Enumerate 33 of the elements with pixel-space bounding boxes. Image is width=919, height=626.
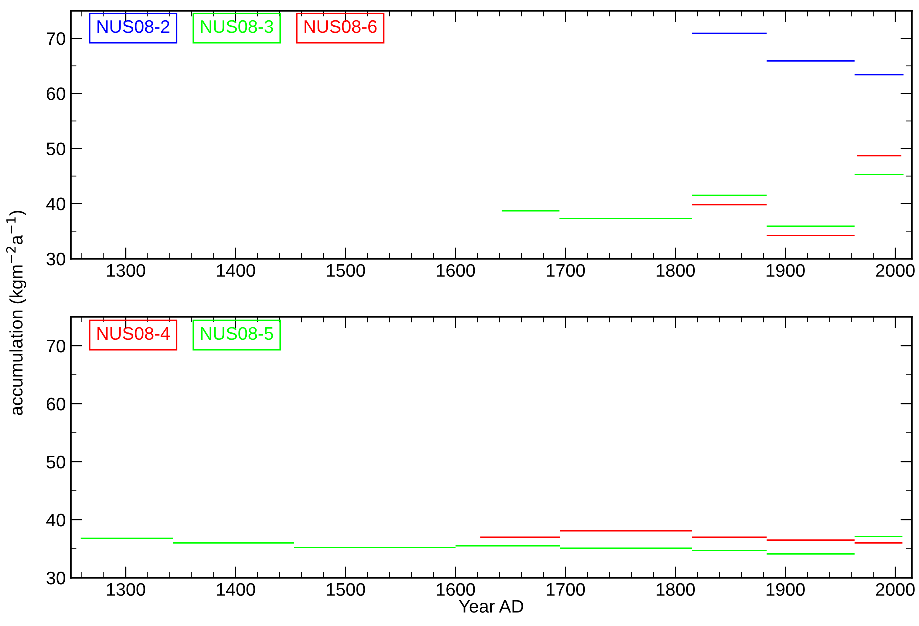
x-tick-label: 1700 (547, 583, 586, 596)
y-tick-label: 60 (47, 398, 66, 411)
x-tick-label: 1900 (766, 264, 805, 278)
x-tick-label: 1300 (107, 583, 146, 596)
x-tick-label: 1400 (217, 583, 256, 596)
y-tick-label: 30 (46, 572, 66, 585)
x-axis-title: Year AD (459, 600, 524, 613)
y-tick-label: 60 (47, 88, 66, 100)
y-tick-label: 50 (46, 456, 66, 469)
text: NUS08-5 (201, 327, 274, 340)
text: NUS08-4 (98, 327, 170, 340)
y-tick-label: 40 (46, 198, 66, 211)
text: NUS08-6 (304, 20, 377, 34)
x-tick-label: 1400 (217, 264, 256, 278)
x-tick-label: 1800 (656, 583, 696, 596)
y-tick-label: 50 (46, 142, 66, 156)
x-tick-label: 1700 (547, 264, 586, 278)
x-tick-label: 1500 (327, 583, 366, 596)
y-tick-label: 70 (47, 340, 66, 353)
y-axis-title: accumulation (kgm$^{−2}$a$^{−1}$) (6, 211, 26, 416)
y-tick-label: 40 (46, 514, 66, 527)
x-tick-label: 2000 (876, 264, 915, 278)
x-tick-label: 1300 (107, 264, 146, 278)
x-tick-label: 1800 (656, 264, 696, 278)
y-tick-label: 30 (46, 252, 66, 266)
x-tick-label: 1500 (327, 264, 366, 278)
x-tick-label: 1900 (766, 583, 805, 596)
text: NUS08-3 (201, 20, 274, 34)
x-tick-label: 1600 (437, 264, 476, 278)
x-tick-label: 1600 (437, 583, 476, 596)
text: NUS08-2 (98, 20, 170, 34)
x-tick-label: 2000 (876, 583, 915, 596)
y-tick-label: 70 (47, 32, 66, 46)
